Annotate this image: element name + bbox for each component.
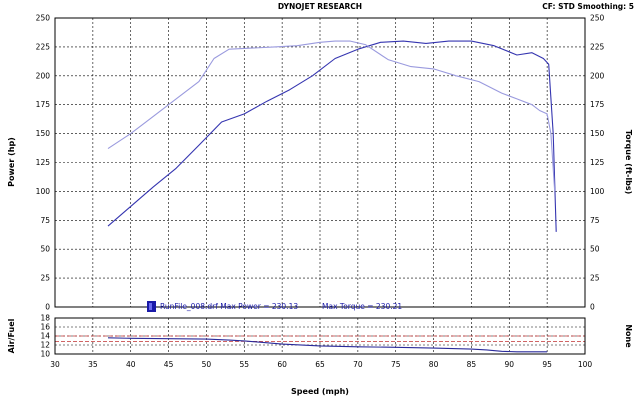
series-line-torque [107,40,556,192]
af-plot-frame [54,317,586,355]
y-tick-label-left: 75 [40,216,50,225]
x-tick-label: 50 [202,360,212,369]
y-tick-label-left: 200 [36,71,51,80]
y-tick-label-right: 75 [590,216,600,225]
x-tick-label: 90 [505,360,515,369]
y-tick-label-left: 250 [36,14,51,23]
main-plot-frame [54,17,586,308]
x-tick-label: 95 [542,360,552,369]
x-tick-label: 60 [277,360,287,369]
x-tick-label: 55 [240,360,250,369]
y-tick-label-right: 100 [590,187,605,196]
y-tick-label-left: 225 [36,42,51,51]
main-plot-grid [55,18,585,307]
x-tick-label: 30 [50,360,60,369]
y-tick-label-left: 25 [40,274,50,283]
y-axis-label-airfuel: Air/Fuel [7,318,16,353]
af-plot-series [107,337,548,353]
x-axis-label: Speed (mph) [291,387,349,396]
x-tick-label: 35 [88,360,98,369]
y-axis-label-power: Power (hp) [7,137,16,187]
af-y-tick-label: 18 [40,314,50,323]
y-tick-label-right: 250 [590,14,605,23]
y-tick-label-right: 175 [590,100,605,109]
y-tick-label-right: 200 [590,71,605,80]
x-tick-label: 70 [353,360,363,369]
y-tick-label-right: 25 [590,274,600,283]
af-y-tick-label: 14 [40,332,50,341]
x-tick-label: 65 [315,360,325,369]
max-torque-annotation: Max Torque = 230.21 [322,302,402,311]
y-tick-label-right: 0 [590,303,595,312]
series-line-air-fuel [107,337,548,353]
legend-entry: RunFile_008.drf Max Power = 230.13 [160,302,298,311]
x-tick-label: 45 [164,360,174,369]
series-line-power [107,40,557,232]
af-plot-grid [55,318,585,354]
x-tick-label: 100 [578,360,593,369]
y-tick-label-left: 175 [36,100,51,109]
y-tick-label-left: 150 [36,129,51,138]
y-tick-label-right: 125 [590,158,605,167]
y-tick-label-left: 125 [36,158,51,167]
y-tick-label-left: 0 [45,303,50,312]
x-tick-label: 80 [429,360,439,369]
y-tick-label-right: 50 [590,245,600,254]
main-plot-series [107,40,557,232]
y-tick-label-right: 225 [590,42,605,51]
x-tick-label: 75 [391,360,401,369]
af-y-tick-label: 12 [40,341,50,350]
y-tick-label-left: 100 [36,187,51,196]
y2-axis-label-none: None [624,324,633,348]
legend: RunFile_008.drf Max Power = 230.13 Max T… [147,301,402,312]
x-tick-label: 85 [467,360,477,369]
x-tick-label: 40 [126,360,136,369]
y-tick-label-right: 150 [590,129,605,138]
chart-title: DYNOJET RESEARCH [278,2,362,11]
af-y-tick-label: 16 [40,323,50,332]
chart-settings: CF: STD Smoothing: 5 [542,2,634,11]
af-y-tick-label: 10 [40,350,50,359]
main-plot-ticks: 30 35 40 45 50 55 60 65 70 75 80 85 90 95 100 0 0 25 25 50 5… [36,14,605,370]
y-axis-label-torque: Torque (ft-lbs) [624,130,633,195]
y-tick-label-left: 50 [40,245,50,254]
